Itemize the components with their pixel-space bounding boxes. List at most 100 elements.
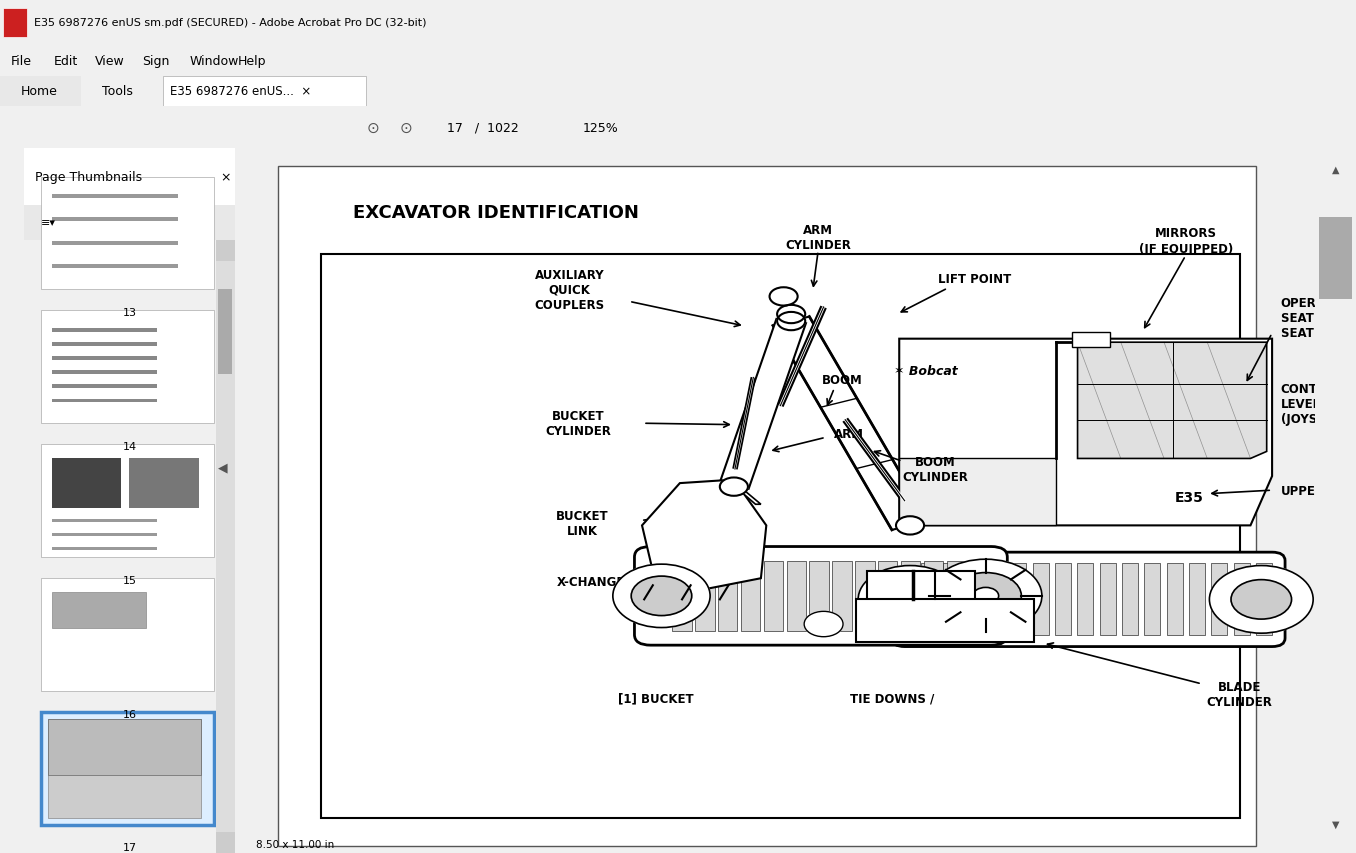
Circle shape: [972, 588, 998, 605]
Circle shape: [804, 612, 843, 637]
Text: EXCAVATOR IDENTIFICATION: EXCAVATOR IDENTIFICATION: [354, 204, 639, 222]
Text: LIFT POINT: LIFT POINT: [938, 273, 1012, 286]
Bar: [946, 561, 965, 631]
Bar: [52, 264, 178, 269]
Circle shape: [777, 312, 805, 331]
FancyBboxPatch shape: [892, 553, 1285, 647]
Bar: [41, 177, 214, 290]
Bar: [52, 357, 157, 361]
Text: Window: Window: [190, 55, 239, 68]
Bar: [970, 561, 989, 631]
Bar: [41, 712, 214, 825]
Text: TIE DOWNS /: TIE DOWNS /: [850, 692, 934, 705]
Text: 17: 17: [122, 843, 137, 852]
Bar: [52, 218, 178, 222]
Bar: [900, 561, 921, 631]
Polygon shape: [773, 317, 929, 531]
Bar: [944, 564, 960, 635]
Bar: [41, 578, 214, 691]
Bar: [1077, 564, 1093, 635]
Text: [1] BUCKET: [1] BUCKET: [618, 692, 694, 705]
Bar: [1073, 333, 1111, 348]
Text: Page Thumbnails: Page Thumbnails: [35, 171, 142, 184]
Bar: [216, 241, 235, 262]
Text: BOOM: BOOM: [822, 374, 862, 386]
Text: Sign: Sign: [142, 55, 170, 68]
Bar: [879, 561, 898, 631]
Bar: [52, 533, 157, 537]
Bar: [47, 719, 201, 775]
Circle shape: [858, 566, 961, 634]
Circle shape: [1210, 566, 1313, 634]
Bar: [0, 77, 81, 107]
Circle shape: [720, 478, 749, 496]
Bar: [321, 255, 1239, 818]
Bar: [218, 290, 232, 374]
Bar: [163, 77, 366, 107]
Text: 14: 14: [122, 441, 137, 451]
Bar: [1144, 564, 1161, 635]
Bar: [786, 561, 805, 631]
Bar: [923, 561, 944, 631]
Text: Tools: Tools: [102, 85, 133, 98]
Text: UPPERSTRUC: UPPERSTRUC: [1280, 485, 1356, 497]
Text: BUCKET
LINK: BUCKET LINK: [556, 510, 609, 537]
Circle shape: [951, 573, 1021, 619]
Text: E35 6987276 enUS...  ×: E35 6987276 enUS... ×: [170, 85, 311, 98]
Bar: [52, 328, 157, 333]
Text: ▲: ▲: [1332, 165, 1340, 175]
Bar: [1319, 218, 1352, 300]
Text: BUCKET
CYLINDER: BUCKET CYLINDER: [545, 409, 612, 438]
FancyBboxPatch shape: [635, 547, 1008, 646]
Text: Home: Home: [20, 85, 57, 98]
Circle shape: [880, 580, 940, 619]
Text: Edit: Edit: [54, 55, 79, 68]
Text: 13: 13: [122, 308, 137, 317]
Polygon shape: [734, 482, 761, 505]
Bar: [719, 561, 738, 631]
Text: ✶ Bobcat: ✶ Bobcat: [894, 364, 957, 378]
Text: ARM
CYLINDER: ARM CYLINDER: [785, 223, 852, 252]
Bar: [41, 445, 214, 558]
Circle shape: [777, 305, 805, 324]
Text: MIRRORS
(IF EQUIPPED): MIRRORS (IF EQUIPPED): [1139, 227, 1233, 255]
Text: ×: ×: [220, 171, 231, 184]
Bar: [763, 561, 784, 631]
Bar: [1234, 564, 1250, 635]
Bar: [696, 561, 715, 631]
Bar: [52, 399, 157, 403]
Polygon shape: [1078, 343, 1267, 459]
Text: BLADE
CYLINDER: BLADE CYLINDER: [1207, 681, 1273, 709]
Bar: [921, 564, 937, 635]
Circle shape: [631, 577, 692, 616]
Bar: [673, 561, 692, 631]
Bar: [3, 9, 27, 38]
Text: 17   /  1022: 17 / 1022: [447, 121, 519, 135]
Text: E35 6987276 enUS sm.pdf (SECURED) - Adobe Acrobat Pro DC (32-bit): E35 6987276 enUS sm.pdf (SECURED) - Adob…: [34, 19, 426, 28]
Circle shape: [613, 565, 711, 628]
Bar: [1211, 564, 1227, 635]
Text: ◀: ◀: [217, 461, 228, 473]
Text: ≡▾: ≡▾: [41, 218, 56, 228]
Circle shape: [896, 517, 923, 535]
Text: 16: 16: [122, 709, 137, 719]
Bar: [740, 561, 761, 631]
Text: CONTR
LEVER
(JOYSTIC: CONTR LEVER (JOYSTIC: [1280, 382, 1338, 426]
Circle shape: [929, 560, 1041, 633]
Bar: [1189, 564, 1205, 635]
Text: 125%: 125%: [583, 121, 618, 135]
Circle shape: [1231, 580, 1291, 619]
Text: File: File: [11, 55, 31, 68]
Bar: [1032, 564, 1048, 635]
Bar: [52, 593, 146, 628]
Bar: [52, 548, 157, 550]
Bar: [216, 241, 235, 853]
Polygon shape: [899, 459, 1056, 525]
Bar: [989, 564, 1003, 635]
Text: View: View: [95, 55, 125, 68]
Bar: [965, 564, 982, 635]
Bar: [1166, 564, 1182, 635]
Text: E35: E35: [1174, 490, 1204, 504]
Polygon shape: [856, 600, 1035, 641]
Bar: [866, 572, 975, 603]
